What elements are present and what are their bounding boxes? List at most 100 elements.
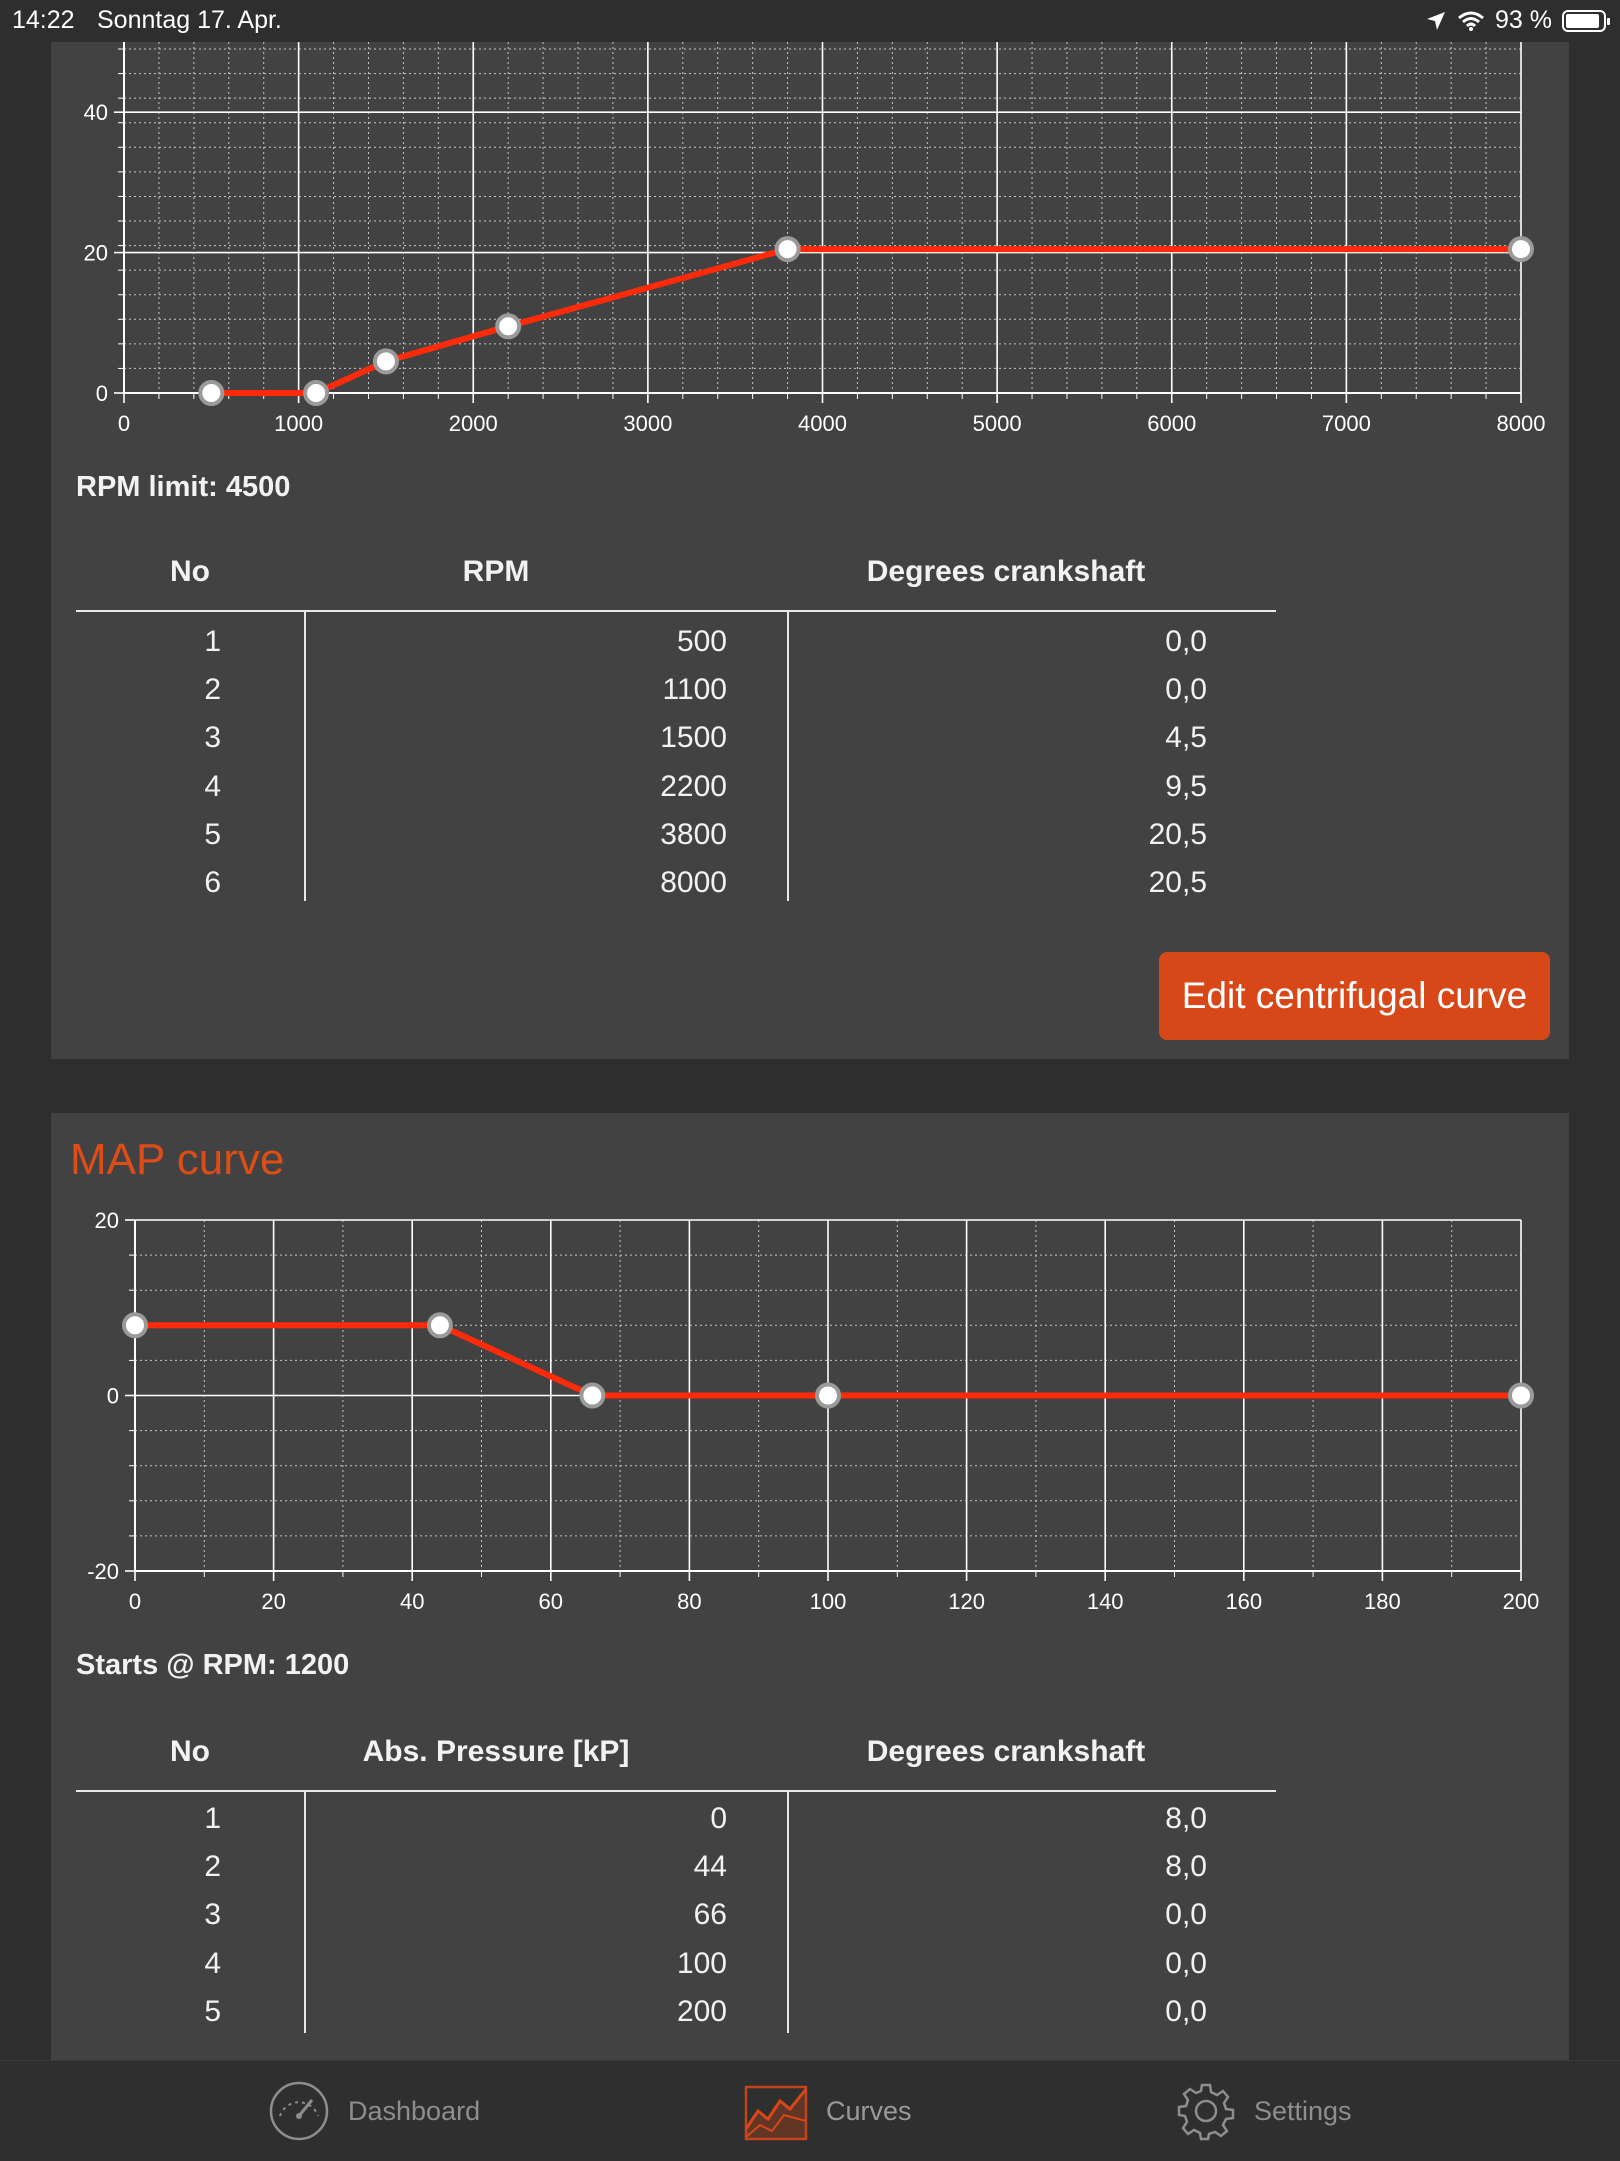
y-tick-label: 0 — [107, 1384, 119, 1409]
table-header-pressure: Abs. Pressure [kP] — [362, 1735, 630, 1768]
map-chart: 0 20 40 60 80 100 120 140 160 180 200 -20 0 20 — [87, 1208, 1539, 1614]
table-header-divider — [76, 1790, 1276, 1792]
x-tick-label: 6000 — [1147, 411, 1196, 436]
tab-dashboard[interactable]: Dashboard — [268, 2061, 480, 2161]
x-tick-label: 80 — [677, 1589, 701, 1614]
table-cell: 6 — [204, 866, 221, 899]
table-cell: 0 — [710, 1802, 727, 1835]
table-cell: 0,0 — [1165, 625, 1207, 658]
table-row: 5 200 0,0 — [76, 1995, 1276, 2043]
x-tick-label: 40 — [400, 1589, 424, 1614]
y-tick-label: 0 — [96, 381, 108, 406]
x-tick-label: 180 — [1364, 1589, 1401, 1614]
table-row: 3 66 0,0 — [76, 1898, 1276, 1946]
status-bar: 14:22 Sonntag 17. Apr. 93 % — [0, 0, 1620, 40]
data-point — [122, 1312, 148, 1339]
table-cell: 4,5 — [1165, 721, 1207, 755]
y-tick-label: -20 — [87, 1559, 119, 1584]
x-tick-label: 160 — [1225, 1589, 1262, 1614]
table-cell: 1500 — [660, 721, 727, 755]
data-point — [426, 1312, 453, 1339]
y-tick-label: 20 — [84, 241, 108, 266]
status-indicators: 93 % — [1425, 6, 1610, 35]
table-cell: 20,5 — [1148, 866, 1207, 899]
x-tick-label: 0 — [129, 1589, 141, 1614]
table-cell: 100 — [676, 1946, 727, 1980]
table-row: 3 1500 4,5 — [76, 721, 1276, 769]
y-tick-label: 20 — [95, 1208, 119, 1233]
table-row: 4 100 0,0 — [76, 1947, 1276, 1995]
column-divider — [787, 1791, 789, 2033]
table-header-degrees: Degrees crankshaft — [866, 555, 1146, 588]
table-header-rpm: RPM — [462, 555, 530, 588]
table-row: 1 500 0,0 — [76, 625, 1276, 673]
table-cell: 5 — [204, 817, 221, 851]
battery-percent: 93 % — [1495, 6, 1552, 34]
curve-line — [211, 246, 1521, 396]
table-cell: 200 — [676, 1994, 727, 2028]
table-cell: 0,0 — [1165, 1994, 1207, 2028]
data-point — [579, 1382, 606, 1409]
map-card: MAP curve 0 20 40 60 80 100 120 140 160 180 200 -20… — [51, 1113, 1569, 2060]
centrifugal-chart: 0 1000 2000 3000 4000 5000 6000 7000 8000 0 20 40 — [84, 42, 1546, 436]
tab-bar: Dashboard Curves Settings — [0, 2060, 1620, 2161]
x-tick-label: 20 — [261, 1589, 285, 1614]
status-date: Sonntag 17. Apr. — [97, 6, 282, 34]
table-cell: 0,0 — [1165, 1898, 1207, 1932]
table-cell: 44 — [693, 1850, 727, 1884]
data-point — [372, 348, 399, 375]
x-tick-label: 5000 — [973, 411, 1022, 436]
table-header-divider — [76, 610, 1276, 612]
table-row: 1 0 8,0 — [76, 1802, 1276, 1850]
y-tick-label: 40 — [84, 100, 108, 125]
x-tick-label: 0 — [118, 411, 130, 436]
table-cell: 2200 — [660, 769, 727, 803]
table-cell: 4 — [204, 769, 221, 803]
gear-icon — [1177, 2083, 1235, 2141]
tab-label: Dashboard — [348, 2095, 481, 2126]
data-point — [303, 380, 330, 406]
table-cell: 8,0 — [1165, 1850, 1207, 1884]
tab-label: Settings — [1254, 2095, 1352, 2126]
table-cell: 4 — [204, 1946, 221, 1980]
table-cell: 8,0 — [1165, 1802, 1207, 1835]
data-point — [1508, 1382, 1534, 1409]
tab-label: Curves — [826, 2095, 912, 2126]
chart-grid — [114, 42, 1522, 403]
table-header-no: No — [170, 555, 210, 588]
x-tick-label: 120 — [948, 1589, 985, 1614]
tab-settings[interactable]: Settings — [1176, 2061, 1352, 2161]
map-curve-title: MAP curve — [70, 1135, 285, 1184]
rpm-limit-text: RPM limit: 4500 — [76, 471, 291, 503]
data-point — [774, 236, 801, 263]
table-cell: 3800 — [660, 817, 727, 851]
table-cell: 0,0 — [1165, 1946, 1207, 1980]
x-tick-label: 3000 — [623, 411, 672, 436]
table-cell: 3 — [204, 1898, 221, 1932]
battery-icon — [1562, 9, 1610, 32]
tab-curves[interactable]: Curves — [744, 2061, 912, 2161]
wifi-icon — [1458, 11, 1484, 31]
edit-centrifugal-curve-button[interactable]: Edit centrifugal curve — [1159, 952, 1550, 1040]
table-cell: 8000 — [660, 866, 727, 899]
starts-rpm-text: Starts @ RPM: 1200 — [76, 1649, 350, 1681]
table-cell: 0,0 — [1165, 673, 1207, 707]
column-divider — [304, 611, 306, 901]
table-row: 6 8000 20,5 — [76, 866, 1276, 914]
status-time: 14:22 — [12, 6, 75, 34]
table-cell: 1100 — [662, 673, 727, 707]
table-cell: 9,5 — [1165, 769, 1207, 803]
data-point — [1508, 236, 1534, 263]
table-cell: 1 — [204, 1802, 221, 1835]
table-row: 2 1100 0,0 — [76, 673, 1276, 721]
table-header-no: No — [170, 1735, 210, 1768]
x-tick-label: 2000 — [449, 411, 498, 436]
table-cell: 20,5 — [1148, 817, 1207, 851]
table-cell: 3 — [204, 721, 221, 755]
x-tick-label: 140 — [1087, 1589, 1124, 1614]
x-tick-label: 4000 — [798, 411, 847, 436]
table-row: 4 2200 9,5 — [76, 770, 1276, 818]
table-cell: 500 — [676, 625, 727, 658]
location-icon — [1427, 11, 1446, 30]
x-tick-label: 8000 — [1497, 411, 1546, 436]
